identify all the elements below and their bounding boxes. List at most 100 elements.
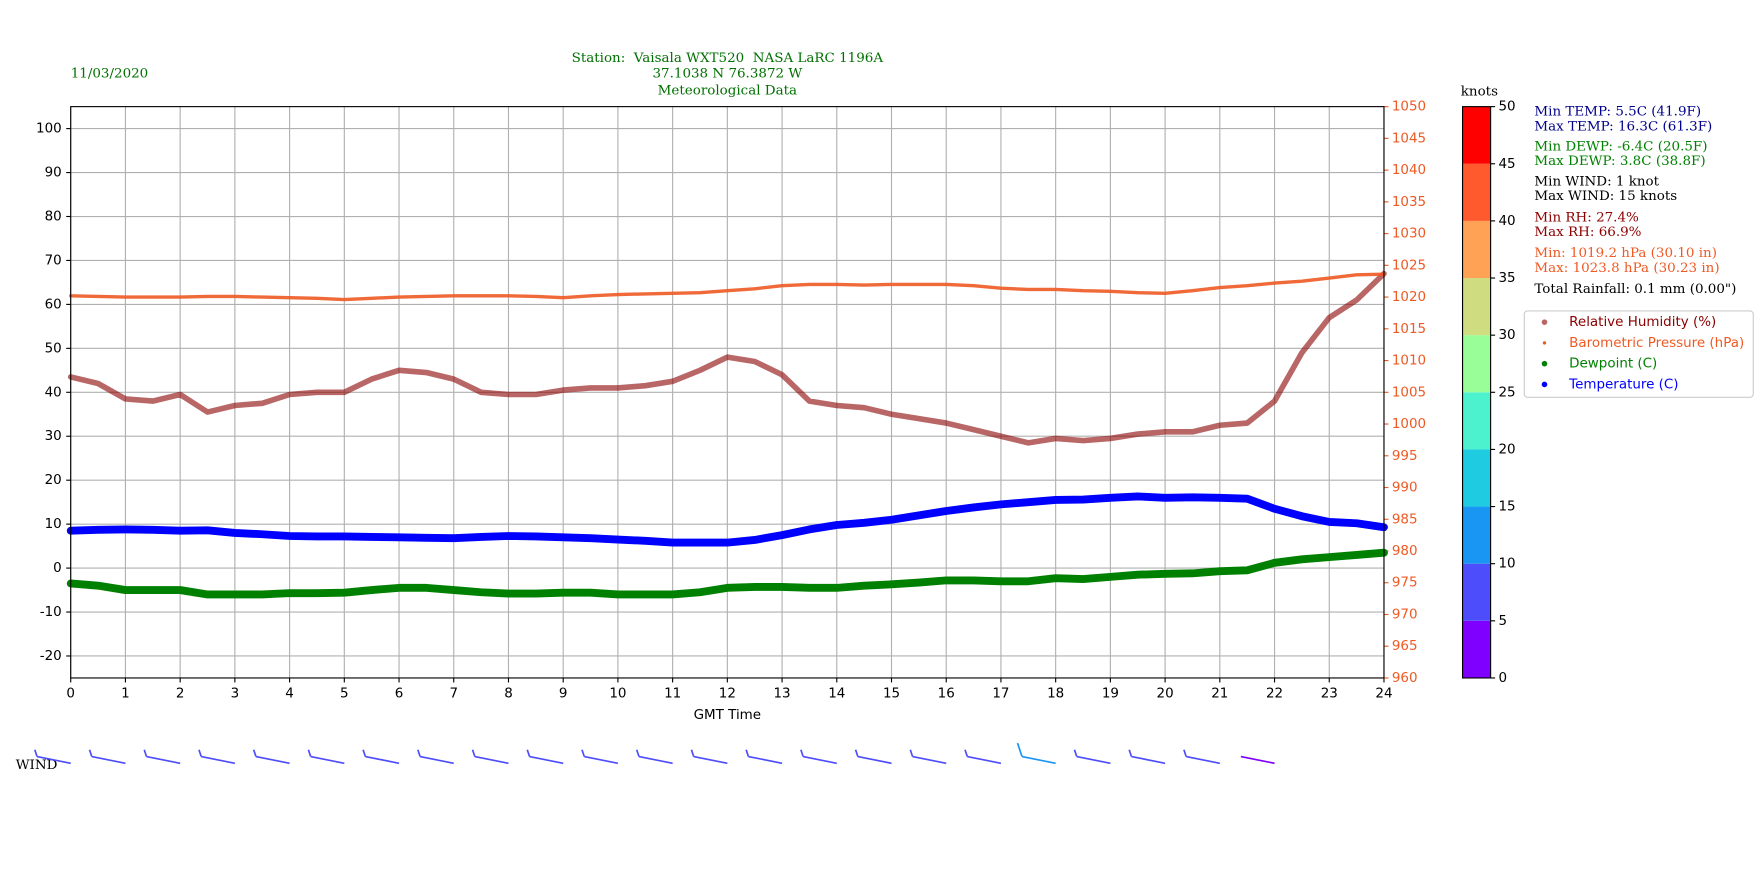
barb-staff <box>1240 755 1275 765</box>
wind-barb <box>88 749 126 765</box>
y-tick-label: 50 <box>45 341 62 356</box>
stat-line: Max DEWP: 3.8C (38.8F) <box>1534 154 1705 169</box>
x-tick-label: 22 <box>1266 687 1283 702</box>
barb-staff <box>748 755 783 765</box>
colorbar-tick-label: 25 <box>1498 385 1515 400</box>
y-tick-label: 20 <box>45 473 62 488</box>
wind-barb <box>526 749 564 765</box>
y2-tick-label: 970 <box>1392 607 1418 622</box>
y2-tick-label: 1025 <box>1392 258 1426 273</box>
y2-tick-label: 975 <box>1392 576 1418 591</box>
barb-staff <box>474 755 509 765</box>
colorbar-tick-label: 20 <box>1498 442 1515 457</box>
wind-barb <box>854 749 892 765</box>
barb-feather <box>690 749 695 757</box>
colorbar-bin <box>1462 106 1491 164</box>
barb-feather <box>252 749 257 757</box>
y2-tick-label: 985 <box>1392 512 1418 527</box>
wind-barb <box>307 749 345 765</box>
x-tick-label: 16 <box>938 687 955 702</box>
barb-staff <box>1185 755 1220 765</box>
stat-line: Min RH: 27.4% <box>1534 210 1639 225</box>
y2-tick-label: 965 <box>1392 639 1418 654</box>
y-tick-label: 40 <box>45 385 62 400</box>
colorbar-tick-label: 30 <box>1498 328 1515 343</box>
barb-feather <box>745 749 750 757</box>
stat-line: Min DEWP: -6.4C (20.5F) <box>1534 140 1707 155</box>
x-tick-label: 17 <box>992 687 1009 702</box>
x-tick-label: 15 <box>883 687 900 702</box>
barb-staff <box>529 755 564 765</box>
x-tick-label: 3 <box>231 687 240 702</box>
y-tick-label: 30 <box>45 429 62 444</box>
barb-staff <box>419 755 454 765</box>
y-tick-label: 0 <box>53 561 62 576</box>
y2-tick-label: 1040 <box>1392 163 1426 178</box>
y2-tick-label: 1035 <box>1392 195 1426 210</box>
barb-staff <box>693 755 728 765</box>
wind-barb <box>1073 749 1111 765</box>
stat-line: Max RH: 66.9% <box>1534 225 1641 240</box>
colorbar-bin <box>1462 335 1491 393</box>
y2-tick-label: 995 <box>1392 449 1418 464</box>
y2-tick-label: 1030 <box>1392 227 1426 242</box>
barb-feather <box>417 749 421 757</box>
legend-marker <box>1542 341 1547 345</box>
x-axis-label: GMT Time <box>694 708 761 723</box>
x-tick-label: 10 <box>609 687 626 702</box>
barb-staff <box>310 755 345 765</box>
wind-barb <box>1128 749 1166 765</box>
stat-line: Min TEMP: 5.5C (41.9F) <box>1534 105 1701 120</box>
barb-staff <box>857 755 892 765</box>
y-tick-label: 70 <box>45 253 62 268</box>
colorbar-tick-label: 45 <box>1498 157 1515 172</box>
x-tick-label: 12 <box>719 687 736 702</box>
y2-tick-label: 1015 <box>1392 322 1426 337</box>
x-tick-label: 6 <box>395 687 404 702</box>
wind-label: WIND <box>16 758 58 773</box>
stat-line: Max TEMP: 16.3C (61.3F) <box>1534 119 1712 134</box>
barb-feather <box>88 749 93 757</box>
barb-feather <box>33 749 38 757</box>
x-tick-label: 11 <box>664 687 681 702</box>
wind-barb <box>800 749 837 765</box>
barb-feather <box>854 749 859 757</box>
x-tick-label: 4 <box>285 687 294 702</box>
y2-tick-label: 990 <box>1392 481 1418 496</box>
wind-barb <box>745 749 783 765</box>
wind-barb <box>362 749 400 765</box>
barb-feather <box>143 749 148 757</box>
wind-barb <box>417 749 454 765</box>
barb-feather <box>1128 749 1133 757</box>
legend-marker <box>1541 381 1548 388</box>
y-tick-label: 100 <box>36 122 62 137</box>
y2-tick-label: 1005 <box>1392 385 1426 400</box>
barb-feather <box>1183 749 1187 757</box>
legend-marker <box>1541 319 1548 325</box>
y2-tick-label: 1045 <box>1392 131 1426 146</box>
legend-label: Dewpoint (C) <box>1569 357 1657 372</box>
colorbar-bin <box>1462 620 1491 678</box>
colorbar-tick-label: 40 <box>1498 214 1515 229</box>
date: 11/03/2020 <box>71 67 149 82</box>
barb-feather <box>964 749 969 757</box>
colorbar-bin <box>1462 163 1491 221</box>
x-tick-label: 7 <box>449 687 458 702</box>
barb-staff <box>91 755 126 765</box>
barb-staff <box>584 755 619 765</box>
wind-barb <box>1016 742 1056 765</box>
barb-staff <box>201 755 236 765</box>
chart-subtitle: Meteorological Data <box>658 83 797 98</box>
colorbar-tick-label: 10 <box>1498 557 1515 572</box>
colorbar-bin <box>1462 506 1491 564</box>
x-tick-label: 19 <box>1102 687 1119 702</box>
wind-barb <box>909 749 947 765</box>
x-tick-label: 5 <box>340 687 349 702</box>
legend-marker <box>1541 360 1548 367</box>
plot-frame <box>70 106 1385 679</box>
wind-barb <box>690 749 728 765</box>
colorbar-tick-label: 0 <box>1498 671 1507 686</box>
x-tick-label: 24 <box>1375 687 1392 702</box>
